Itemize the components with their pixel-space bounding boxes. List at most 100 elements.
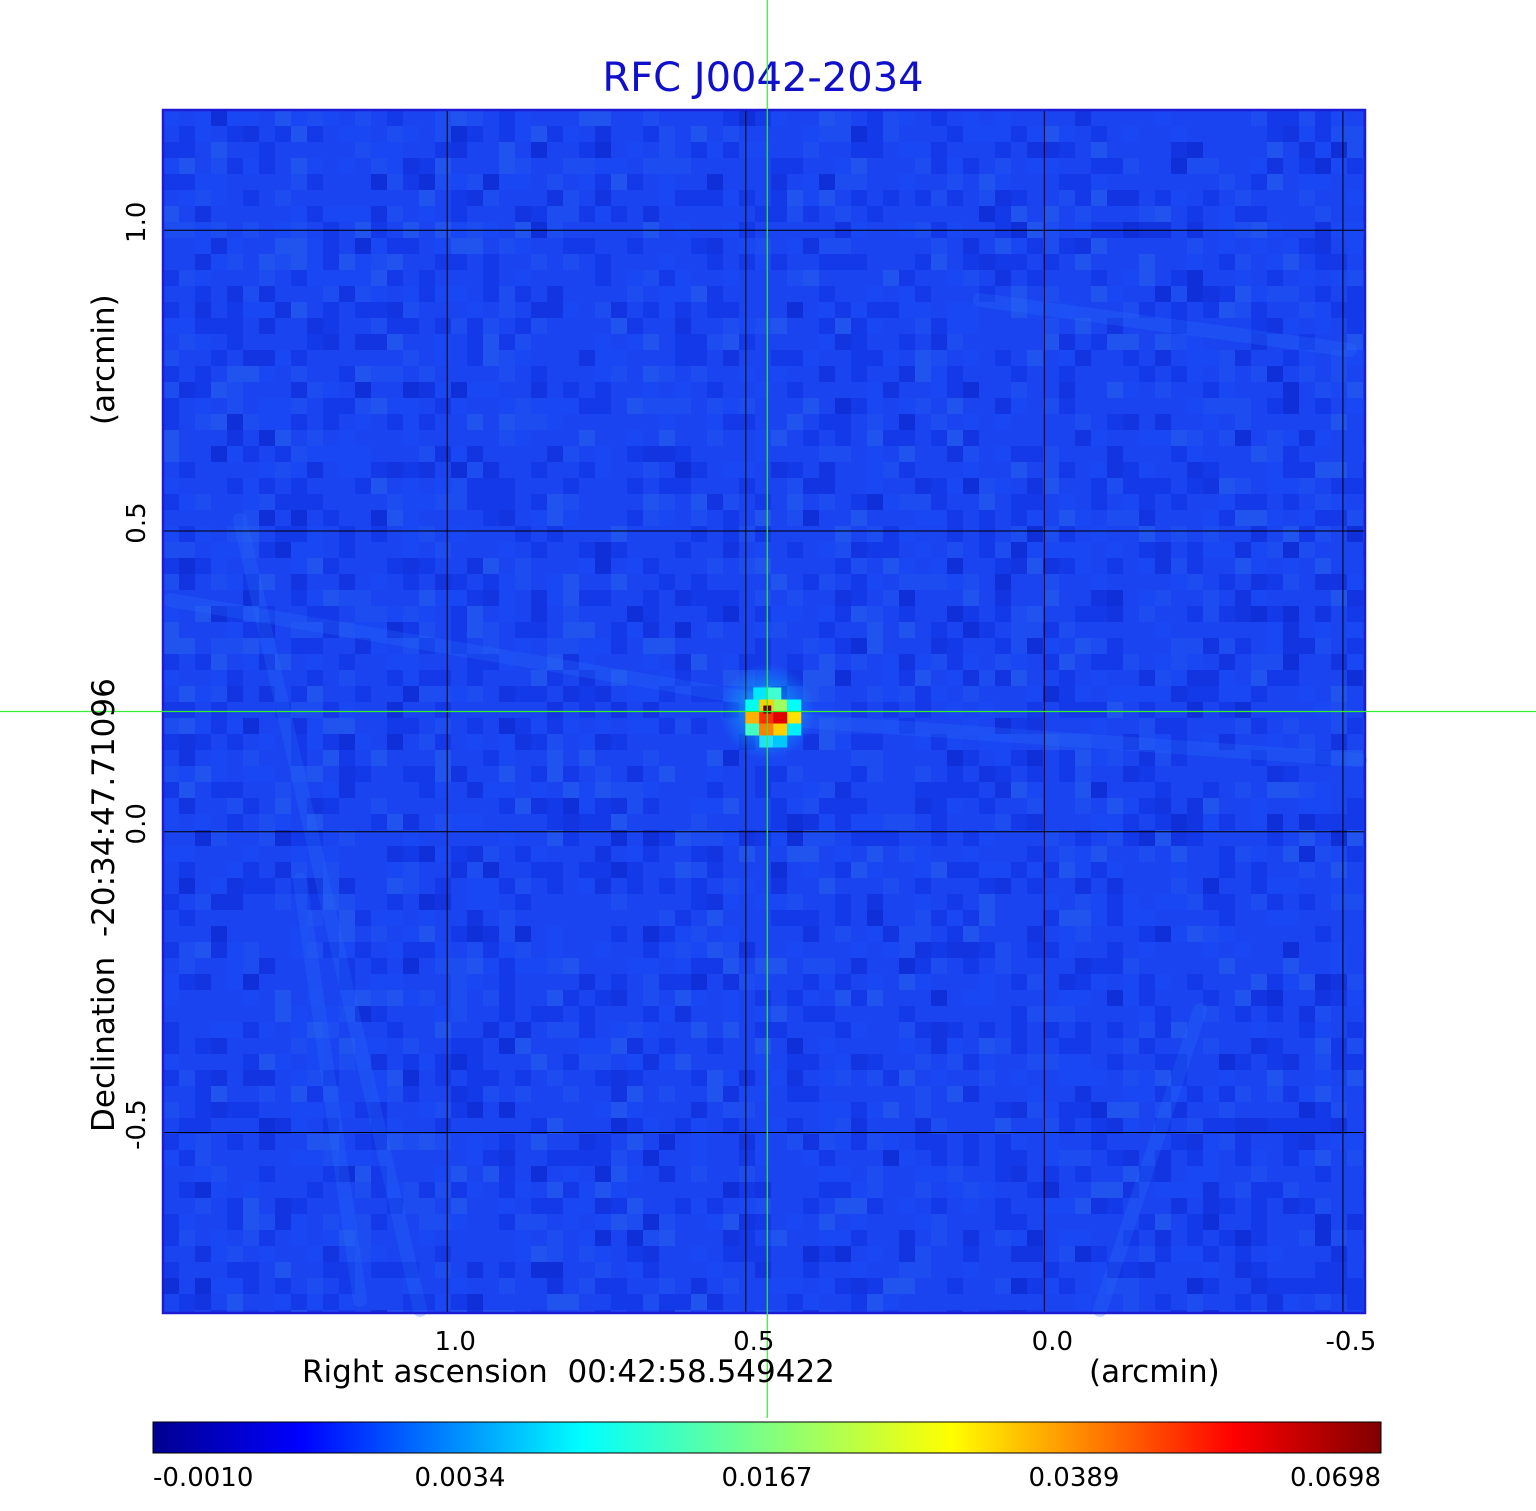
noise-cell [755,446,771,462]
noise-cell [515,1230,531,1246]
noise-cell [275,702,291,718]
noise-cell [835,910,851,926]
noise-cell [1107,558,1123,574]
noise-cell [1011,446,1027,462]
noise-cell [1347,190,1363,206]
noise-cell [1011,1038,1027,1054]
noise-cell [195,1070,211,1086]
noise-cell [467,558,483,574]
noise-cell [1347,270,1363,286]
noise-cell [499,1198,515,1214]
noise-cell [195,286,211,302]
noise-cell [163,814,179,830]
noise-cell [339,974,355,990]
noise-cell [1235,254,1251,270]
noise-cell [1075,750,1091,766]
noise-cell [755,974,771,990]
noise-cell [851,590,867,606]
noise-cell [611,990,627,1006]
noise-cell [1043,830,1059,846]
noise-cell [195,254,211,270]
y-tick-label: -0.5 [122,1099,152,1150]
noise-cell [947,302,963,318]
noise-cell [339,766,355,782]
noise-cell [1139,510,1155,526]
noise-cell [355,286,371,302]
noise-cell [211,926,227,942]
noise-cell [739,238,755,254]
noise-cell [739,414,755,430]
noise-cell [1283,782,1299,798]
noise-cell [579,1038,595,1054]
noise-cell [307,446,323,462]
noise-cell [163,670,179,686]
noise-cell [1075,1294,1091,1310]
noise-cell [547,302,563,318]
noise-cell [227,862,243,878]
noise-cell [691,990,707,1006]
noise-cell [259,606,275,622]
noise-cell [595,558,611,574]
noise-cell [579,1054,595,1070]
noise-cell [819,798,835,814]
noise-cell [339,1262,355,1278]
noise-cell [387,1022,403,1038]
noise-cell [291,302,307,318]
noise-cell [1091,670,1107,686]
noise-cell [355,126,371,142]
noise-cell [355,1006,371,1022]
noise-cell [1251,718,1267,734]
noise-cell [1267,622,1283,638]
noise-cell [275,894,291,910]
noise-cell [707,254,723,270]
noise-cell [387,558,403,574]
noise-cell [1139,702,1155,718]
noise-cell [499,1214,515,1230]
noise-cell [1011,494,1027,510]
noise-cell [1203,526,1219,542]
noise-cell [339,622,355,638]
noise-cell [243,990,259,1006]
noise-cell [691,654,707,670]
noise-cell [883,926,899,942]
noise-cell [1219,1134,1235,1150]
noise-cell [483,1022,499,1038]
noise-cell [691,238,707,254]
noise-cell [1267,974,1283,990]
noise-cell [531,1054,547,1070]
noise-cell [931,686,947,702]
noise-cell [867,446,883,462]
noise-cell [1235,782,1251,798]
noise-cell [723,990,739,1006]
noise-cell [1187,350,1203,366]
noise-cell [739,974,755,990]
noise-cell [1107,606,1123,622]
noise-cell [1283,286,1299,302]
noise-cell [259,574,275,590]
noise-cell [723,798,739,814]
noise-cell [579,702,595,718]
noise-cell [867,302,883,318]
noise-cell [323,862,339,878]
noise-cell [435,894,451,910]
noise-cell [1347,126,1363,142]
noise-cell [1219,430,1235,446]
noise-cell [1187,1118,1203,1134]
noise-cell [339,1166,355,1182]
noise-cell [1251,366,1267,382]
noise-cell [163,1070,179,1086]
noise-cell [675,462,691,478]
noise-cell [723,350,739,366]
noise-cell [1299,894,1315,910]
noise-cell [755,1246,771,1262]
noise-cell [483,462,499,478]
noise-cell [883,878,899,894]
noise-cell [483,574,499,590]
noise-cell [227,942,243,958]
noise-cell [883,542,899,558]
noise-cell [1043,862,1059,878]
noise-cell [467,654,483,670]
noise-cell [979,942,995,958]
noise-cell [1315,430,1331,446]
noise-cell [419,1198,435,1214]
